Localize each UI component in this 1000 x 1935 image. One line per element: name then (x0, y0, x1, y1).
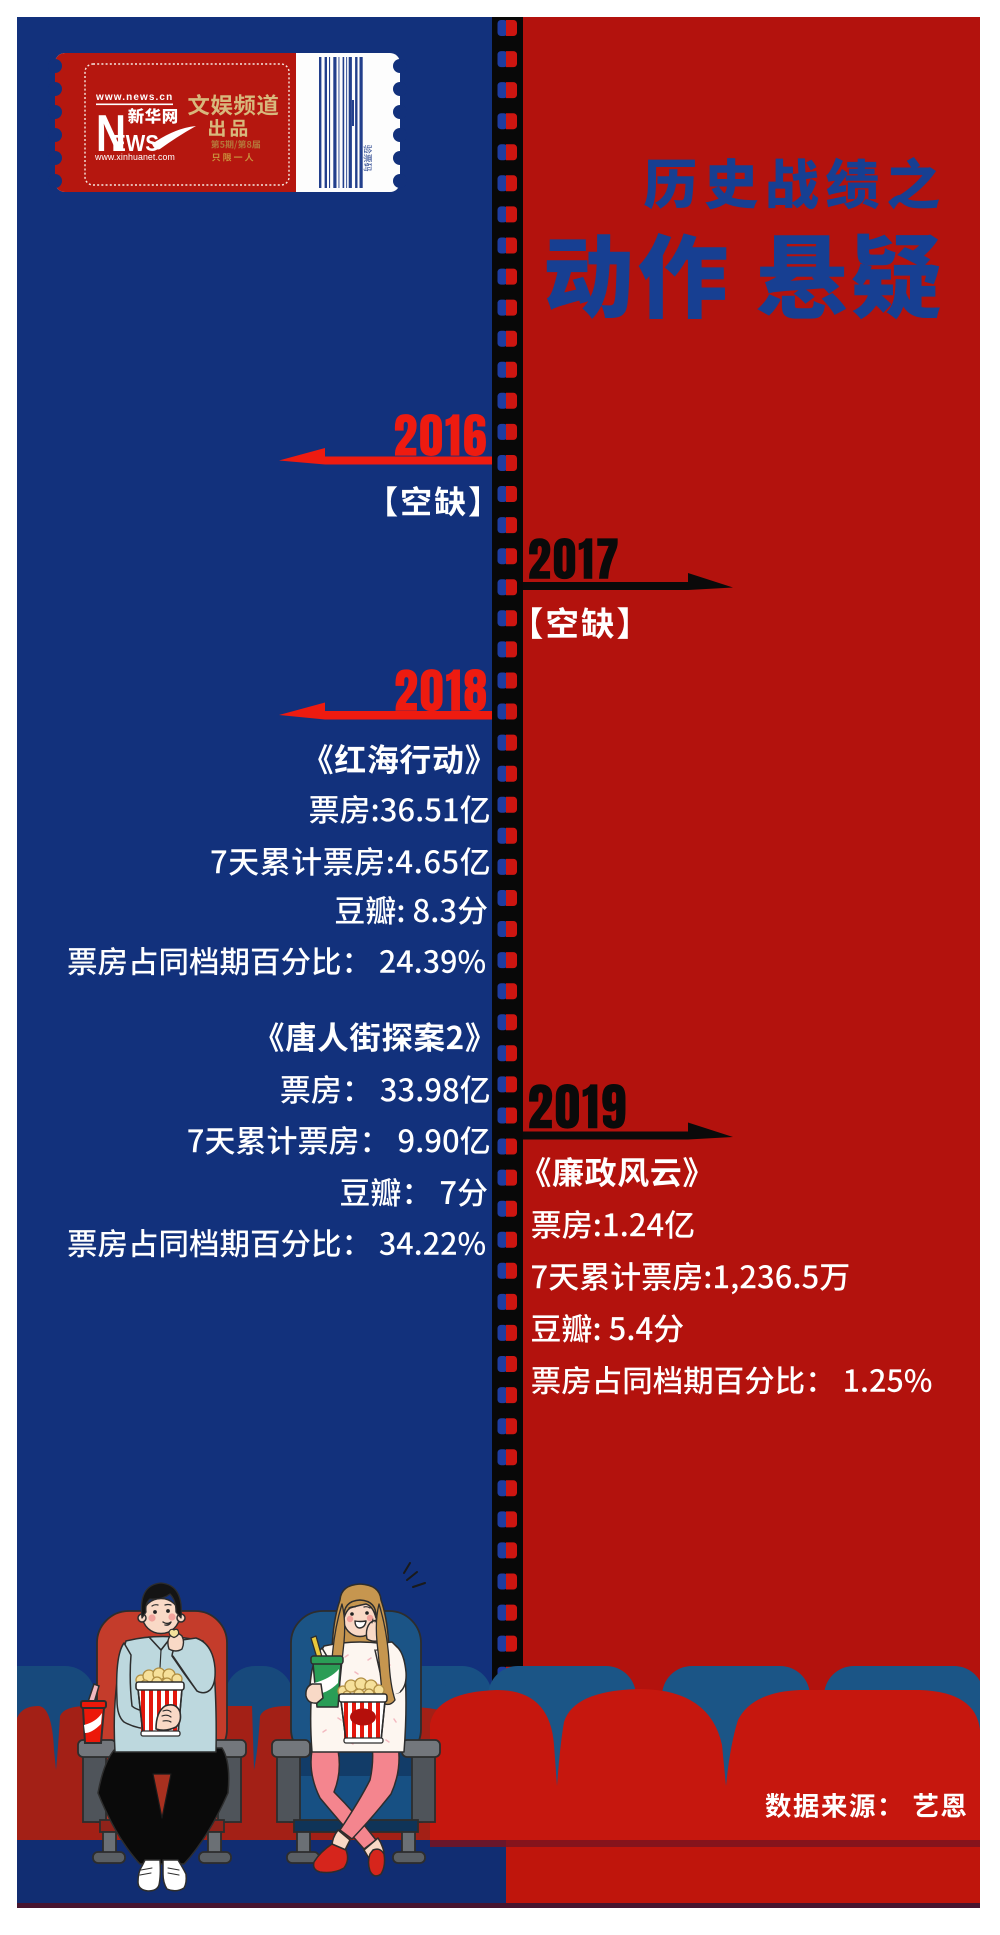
svg-text:www.news.cn: www.news.cn (95, 92, 173, 103)
svg-text:EWS: EWS (112, 130, 159, 156)
svg-text:N: N (96, 105, 126, 163)
svg-text:www.xinhuanet.com: www.xinhuanet.com (94, 152, 175, 162)
